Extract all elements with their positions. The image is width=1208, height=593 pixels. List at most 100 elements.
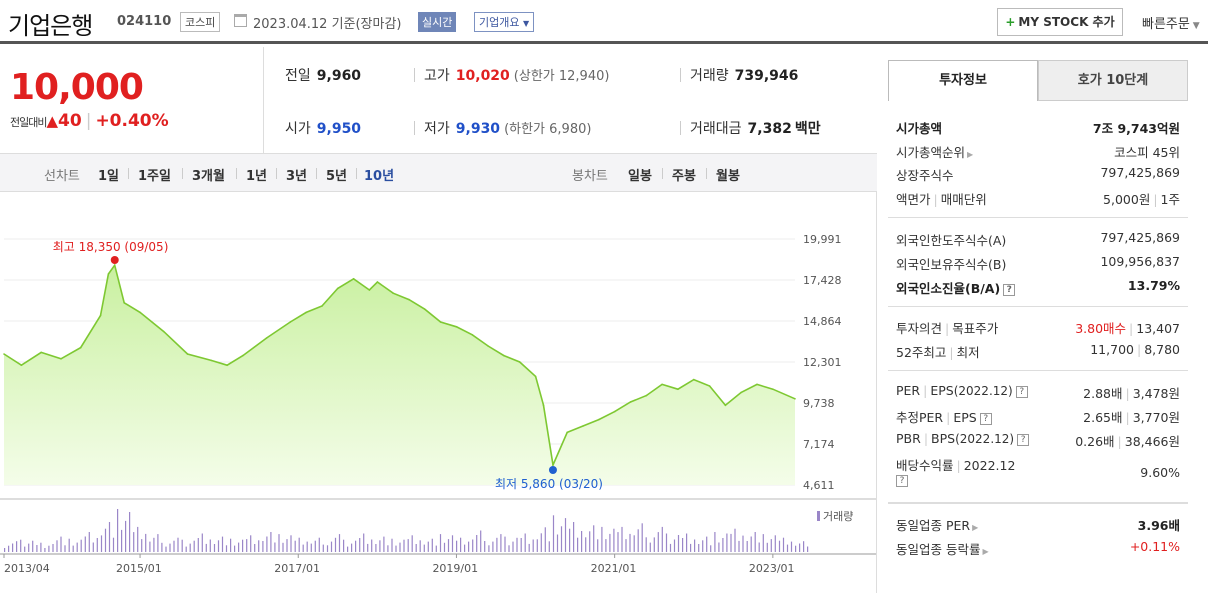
tab-daily[interactable]: 일봉 [628,169,652,184]
price-point [598,418,600,421]
market-cap-rank-row[interactable]: 시가총액순위 ▶ 코스피 45위 [888,140,1188,162]
tab-monthly[interactable]: 월봉 [716,169,740,184]
divider [662,168,663,179]
est-per-row: 추정PER | EPS? 2.65배 | 3,770원 [888,405,1188,427]
volume-bar [447,539,450,552]
quick-order-label: 빠른주문 [1142,17,1190,32]
volume-bar [246,539,248,552]
tab-weekly[interactable]: 주봉 [672,169,696,184]
divider: | [1125,410,1130,425]
opinion-target-value: 3.80매수 | 13,407 [1075,318,1180,337]
volume-bar [677,535,680,552]
price-points [3,264,796,466]
volume-bar [573,522,575,552]
tab-3y[interactable]: 3년 [286,169,308,184]
calendar-icon [234,14,247,27]
volume-bar [185,546,187,552]
price-point [123,302,125,304]
volume-bar [411,535,413,552]
volume-bar [742,535,744,552]
week52-row: 52주최고 | 최저 11,700 | 8,780 [888,340,1188,362]
volume-bar [690,543,692,552]
volume-bar [141,539,143,552]
industry-per-label: 동일업종 PER ▶ [896,515,978,534]
volume-bar [302,544,304,552]
tab-investment-info[interactable]: 투자정보 [888,60,1038,101]
price-point [392,292,395,294]
volume-bar [282,542,284,552]
volume-bar [20,539,22,552]
volume-bar [637,529,639,552]
tab-3m[interactable]: 3개월 [192,169,225,184]
opinion-target-label: 투자의견 | 목표주가 [896,318,998,337]
volume-bar [181,539,183,552]
volume-bar [706,536,708,552]
volume-bar [569,528,571,552]
tab-1d[interactable]: 1일 [98,169,120,184]
volume-bar [532,539,534,552]
tab-1w[interactable]: 1주일 [138,169,171,184]
volume-bar [262,541,264,552]
volume-bar [492,541,494,552]
volume-bar [738,540,740,552]
company-overview-dropdown[interactable]: 기업개요 ▼ [474,12,535,32]
market-cap-row: 시가총액 7조 9,743억원 [888,116,1188,138]
volume-bar [516,537,518,552]
volume-bar [48,545,50,552]
volume-bar [343,539,345,552]
price-point [289,321,292,323]
volume-bar [488,545,490,552]
foreign-ratio-value: 13.79% [1127,278,1180,293]
volume-bar [544,527,546,552]
volume-bar [718,542,720,552]
volume-bar [117,509,119,552]
x-tick-label: 2013/04 [4,562,50,575]
tab-5y[interactable]: 5년 [326,169,348,184]
help-icon[interactable]: ? [1015,386,1028,398]
quick-order-button[interactable]: 빠른주문 ▼ [1142,13,1200,32]
per-label: PER [896,383,921,398]
volume-bar [520,538,522,552]
industry-per-row[interactable]: 동일업종 PER ▶ 3.96배 [888,513,1188,535]
tab-1y[interactable]: 1년 [246,169,268,184]
price-point [613,410,616,413]
help-icon[interactable]: ? [1017,434,1030,446]
face-label: 액면가 [896,192,931,207]
opinion-value: 3.80매수 [1075,321,1127,336]
face-lot-label: 액면가 | 매매단위 [896,189,987,208]
help-icon[interactable]: ? [979,413,992,425]
eps-year: (2022.12) [953,384,1013,398]
volume-bar [589,531,591,552]
volume-bar [100,535,103,552]
realtime-button[interactable]: 실시간 [418,12,457,32]
price-point [40,351,42,354]
volume-bar [496,537,498,552]
opinion-label: 투자의견 [896,321,943,336]
tab-orderbook-10[interactable]: 호가 10단계 [1038,60,1188,101]
help-icon[interactable]: ? [896,475,908,487]
price-point [582,425,584,427]
volume-bar [334,537,337,552]
est-per-value: 2.65배 [1083,410,1123,425]
foreign-ratio-row: 외국인소진율(B/A)? 13.79% [888,276,1188,298]
volume-bar [694,539,696,552]
industry-change-row[interactable]: 동일업종 등락률 ▶ +0.11% [888,537,1188,559]
volume-bar [84,536,86,552]
price-point [265,337,268,339]
pbr-bps-label: PBR | BPS(2022.12)? [896,431,1030,446]
y-tick-label: 17,428 [803,274,842,287]
price-point [408,298,410,301]
listed-shares-row: 상장주식수 797,425,869 [888,163,1188,185]
price-chart: 19,991 17,428 14,864 12,301 9,738 7,174 4,611 … [0,192,877,593]
volume-bar [52,544,54,552]
divider [128,168,129,179]
help-icon[interactable]: ? [1003,284,1016,296]
tab-10y[interactable]: 10년 [364,169,395,184]
volume-bar [734,528,736,552]
investment-info-panel: 투자정보 호가 10단계 시가총액 7조 9,743억원 시가총액순위 ▶ 코스피… [888,60,1188,593]
volume-bar [371,539,373,552]
per-eps-label: PER | EPS(2022.12)? [896,383,1028,398]
add-my-stock-button[interactable]: + MY STOCK 추가 [997,8,1123,36]
volume-bar [702,540,704,552]
volume-bar [306,541,308,552]
